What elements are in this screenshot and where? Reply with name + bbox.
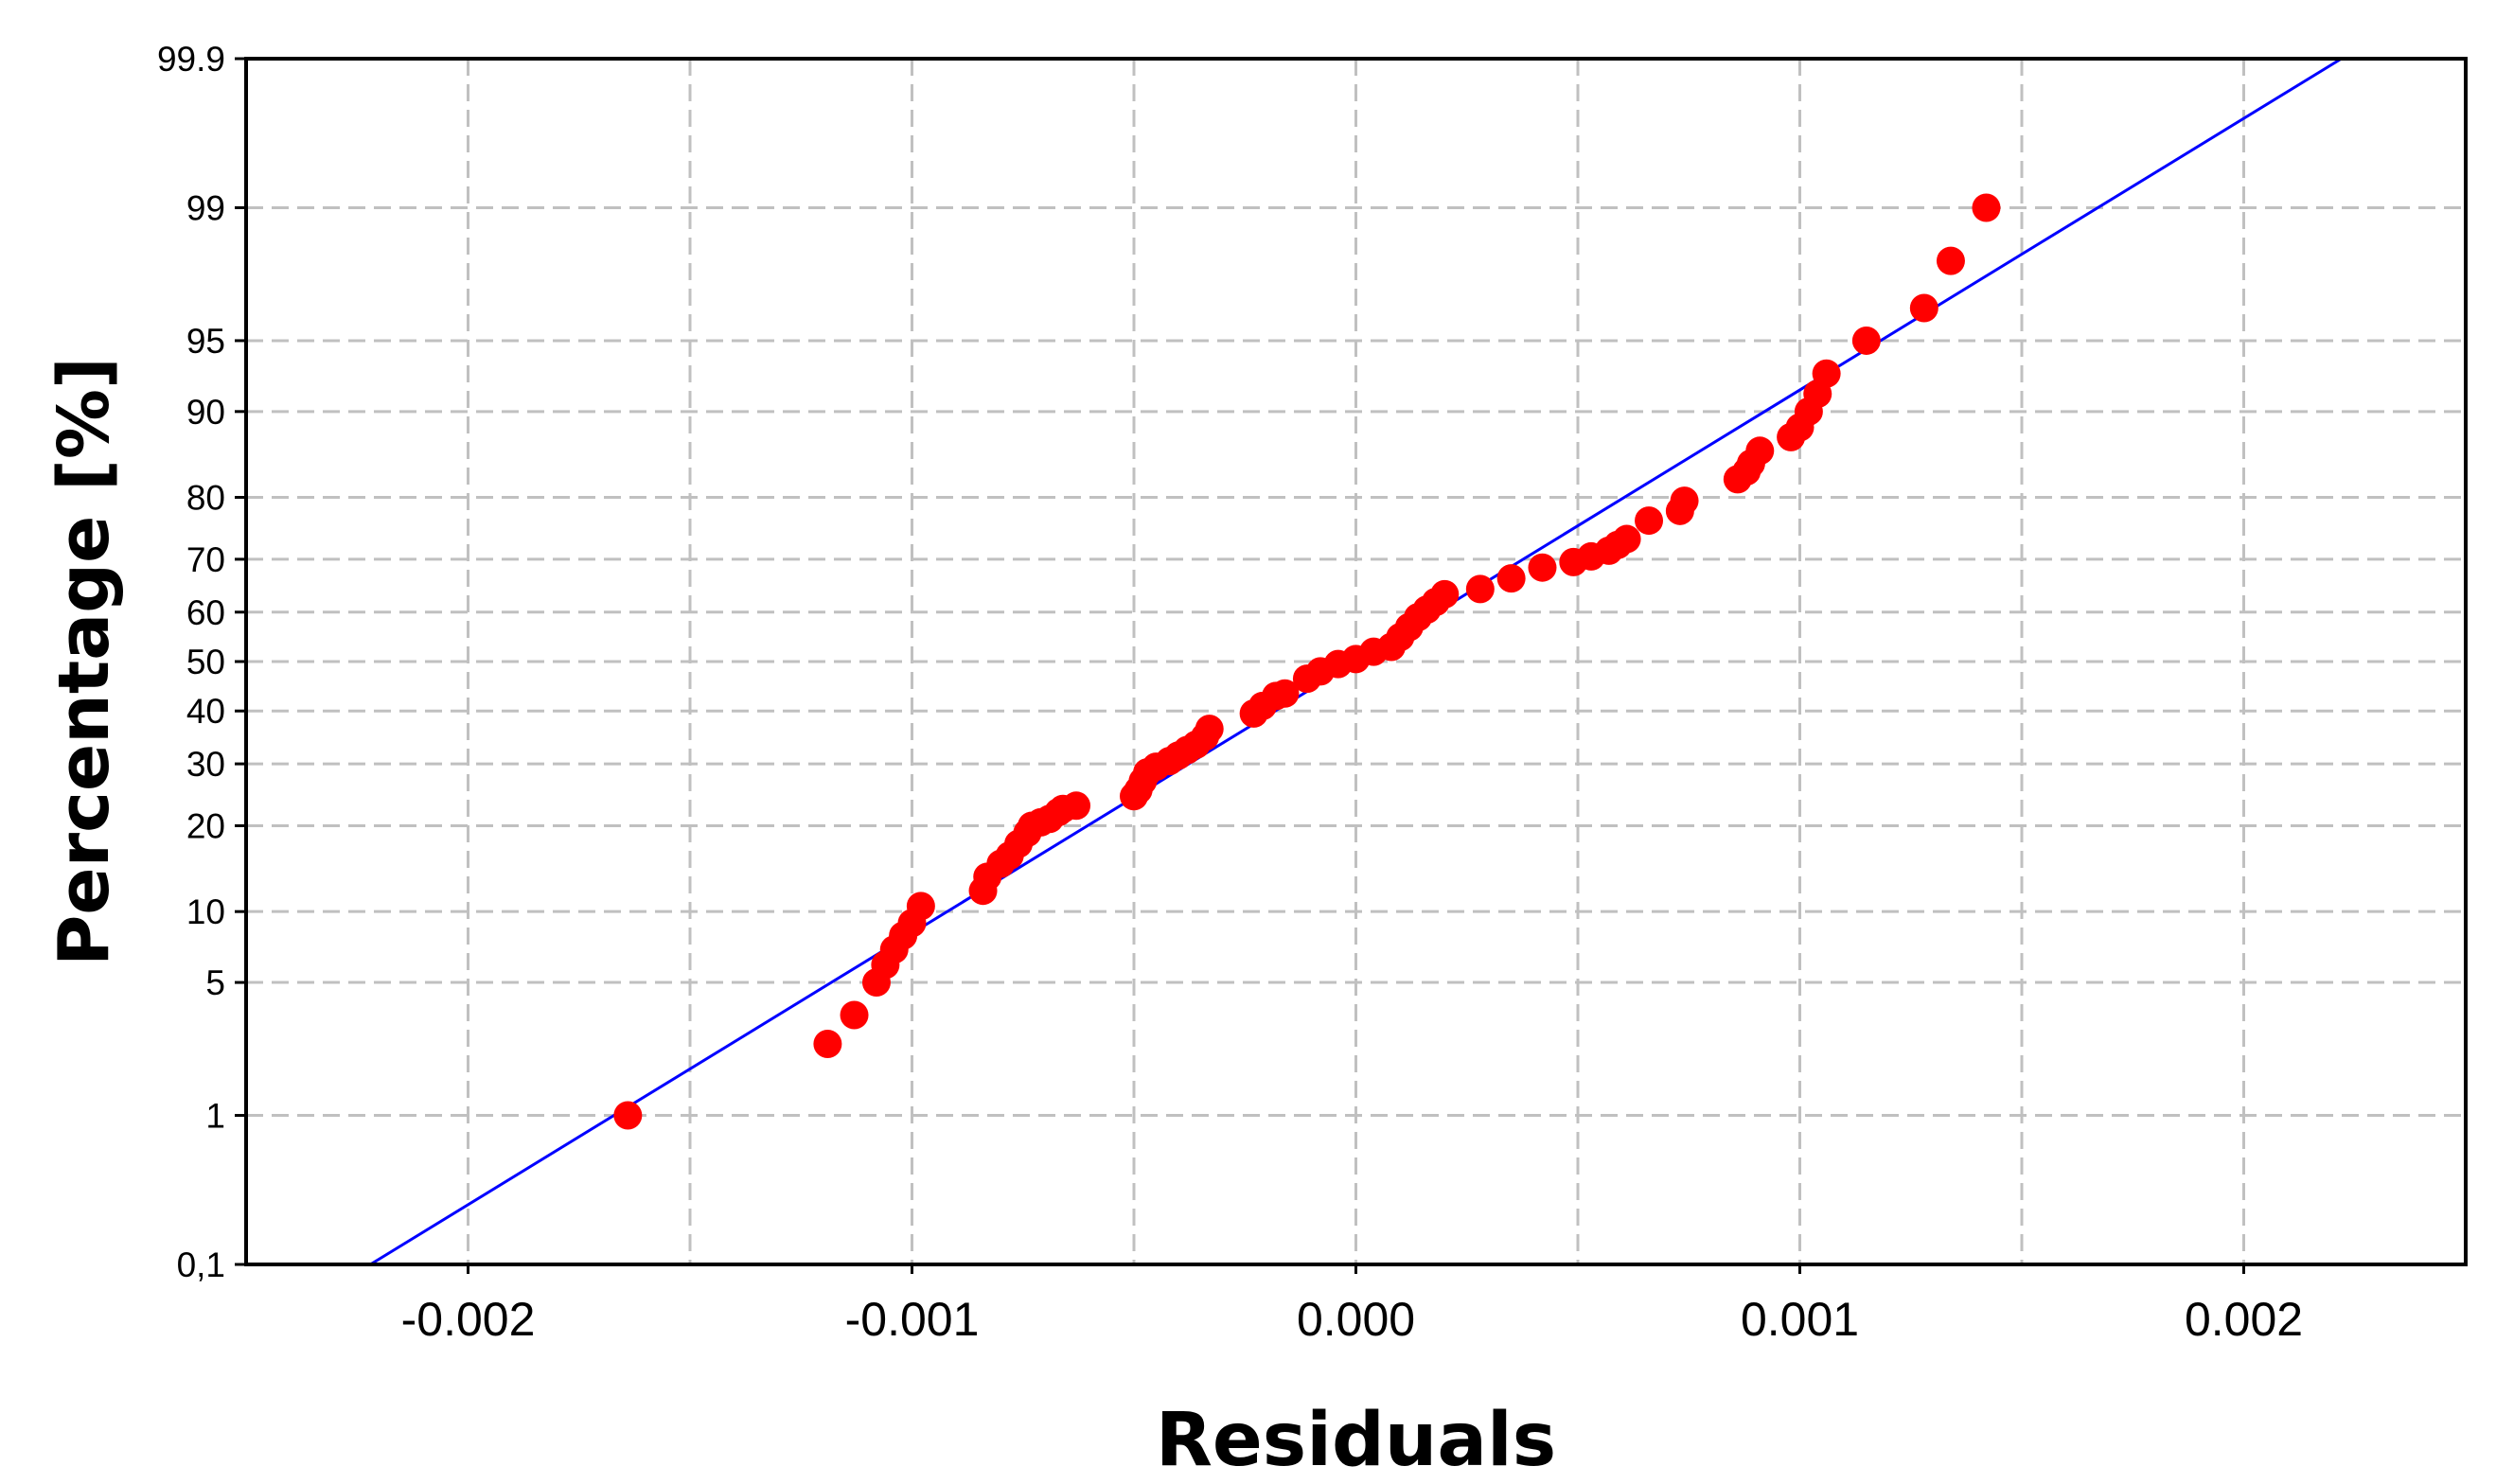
y-tick-label: 40 (186, 692, 225, 731)
data-point (1195, 715, 1224, 744)
y-tick-label: 0,1 (177, 1246, 225, 1284)
data-point (1528, 553, 1557, 582)
y-tick-label: 95 (186, 322, 225, 361)
y-tick-label: 20 (186, 806, 225, 845)
data-point (1936, 246, 1965, 275)
data-point (613, 1101, 643, 1130)
y-tick-label: 1 (205, 1097, 225, 1136)
y-axis-title: Percentage [%] (44, 357, 125, 966)
data-point (1745, 436, 1775, 466)
data-point (1670, 486, 1699, 516)
x-axis-ticks: -0.002 -0.001 0.000 0.001 0.002 (401, 1264, 2303, 1346)
data-point (840, 1000, 869, 1030)
data-point (1062, 791, 1091, 821)
data-point (1612, 524, 1641, 554)
data-point (1430, 579, 1460, 609)
data-point (1909, 293, 1938, 323)
y-tick-label: 90 (186, 393, 225, 432)
x-tick-label: 0.001 (1741, 1293, 1859, 1346)
y-tick-label: 10 (186, 892, 225, 931)
data-point (813, 1030, 842, 1059)
y-tick-label: 30 (186, 745, 225, 784)
data-point (1812, 359, 1841, 388)
x-tick-label: -0.001 (845, 1293, 980, 1346)
y-tick-label: 50 (186, 643, 225, 681)
data-point (1270, 679, 1300, 708)
y-tick-label: 99 (186, 188, 225, 227)
x-tick-label: -0.002 (401, 1293, 536, 1346)
data-point (906, 892, 935, 921)
data-point (1465, 574, 1495, 604)
y-axis-ticks: 0,1 1 5 10 20 30 40 50 60 70 80 90 95 99 99.9 (157, 40, 246, 1284)
data-point (1496, 564, 1526, 593)
x-tick-label: 0.000 (1297, 1293, 1415, 1346)
data-point (1851, 326, 1881, 355)
data-point (1635, 506, 1664, 536)
y-tick-label: 70 (186, 540, 225, 579)
y-tick-label: 60 (186, 593, 225, 632)
x-axis-title: Residuals (1156, 1398, 1556, 1483)
x-tick-label: 0.002 (2185, 1293, 2303, 1346)
data-points (613, 193, 2001, 1130)
y-tick-label: 99.9 (157, 40, 225, 79)
data-point (1972, 193, 2001, 222)
y-tick-label: 5 (205, 963, 225, 1002)
y-tick-label: 80 (186, 479, 225, 518)
